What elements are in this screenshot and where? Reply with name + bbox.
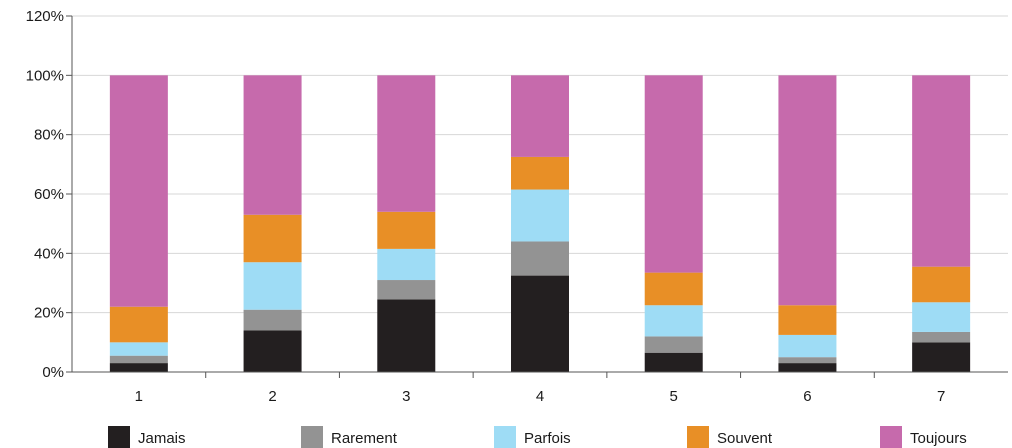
x-tick-label: 1 <box>135 388 143 405</box>
bar-segment-souvent <box>511 156 569 190</box>
bar-segment-rarement <box>912 331 971 343</box>
bar-segment-jamais <box>644 352 703 372</box>
axes: 0% 20% 40% 60% 80% 100% 120% 1 2 3 4 5 6 7 <box>26 8 1008 405</box>
bar-segment-rarement <box>243 309 302 331</box>
y-tick-label: 120% <box>26 8 64 25</box>
x-tick-label: 5 <box>670 388 678 405</box>
legend: Jamais Rarement Parfois Souvent Toujours <box>108 426 967 448</box>
y-tick-label: 100% <box>26 67 64 84</box>
bar-segment-jamais <box>243 330 302 372</box>
bar-segment-parfois <box>511 189 569 242</box>
bar-segment-parfois <box>778 334 837 358</box>
bar-segment-souvent <box>109 306 168 343</box>
y-tick-label: 0% <box>42 364 64 381</box>
bar-segment-jamais <box>377 299 436 372</box>
bar-segment-toujours <box>243 75 302 215</box>
legend-swatch-souvent <box>687 426 709 448</box>
bar-segment-toujours <box>644 75 703 273</box>
bar-segment-rarement <box>377 280 436 300</box>
x-tick-label: 2 <box>268 388 276 405</box>
bar-segment-toujours <box>511 75 569 157</box>
legend-swatch-rarement <box>301 426 323 448</box>
x-tick-label: 3 <box>402 388 410 405</box>
bar-segment-souvent <box>912 266 971 303</box>
bar-segment-jamais <box>778 363 837 372</box>
x-tick-label: 6 <box>803 388 811 405</box>
bar-segment-souvent <box>778 305 837 335</box>
bar-segment-rarement <box>511 241 569 276</box>
legend-swatch-toujours <box>880 426 902 448</box>
legend-label-toujours: Toujours <box>910 430 967 447</box>
bar-segment-parfois <box>109 342 168 356</box>
bars <box>109 75 971 372</box>
legend-swatch-jamais <box>108 426 130 448</box>
bar-segment-parfois <box>243 262 302 310</box>
legend-swatch-parfois <box>494 426 516 448</box>
y-tick-label: 80% <box>34 127 64 144</box>
legend-label-parfois: Parfois <box>524 430 571 447</box>
bar-segment-souvent <box>644 272 703 306</box>
bar-segment-toujours <box>912 75 971 267</box>
bar-segment-jamais <box>109 363 168 372</box>
x-tick-label: 4 <box>536 388 544 405</box>
bar-segment-parfois <box>377 248 436 281</box>
bar-segment-jamais <box>511 275 569 372</box>
legend-label-jamais: Jamais <box>138 430 186 447</box>
bar-segment-toujours <box>778 75 837 306</box>
bar-segment-rarement <box>644 336 703 353</box>
bar-segment-toujours <box>377 75 436 212</box>
bar-segment-souvent <box>243 214 302 263</box>
legend-label-rarement: Rarement <box>331 430 398 447</box>
bar-segment-parfois <box>644 305 703 337</box>
bar-segment-jamais <box>912 342 971 372</box>
y-tick-label: 20% <box>34 305 64 322</box>
bar-segment-parfois <box>912 302 971 332</box>
x-tick-label: 7 <box>937 388 945 405</box>
y-tick-label: 60% <box>34 186 64 203</box>
y-tick-label: 40% <box>34 245 64 262</box>
bar-segment-toujours <box>109 75 168 307</box>
bar-segment-souvent <box>377 211 436 249</box>
legend-label-souvent: Souvent <box>717 430 773 447</box>
bar-segment-rarement <box>778 357 837 364</box>
bar-segment-rarement <box>109 355 168 364</box>
